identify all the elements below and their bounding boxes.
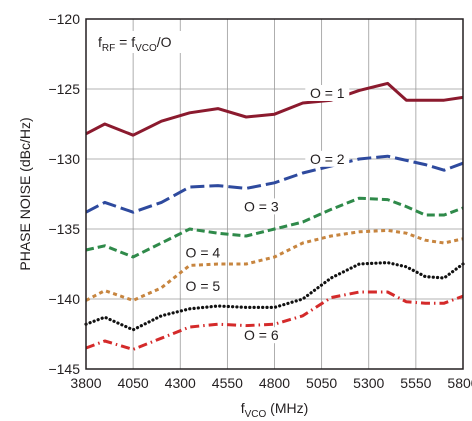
annotation-background [94, 31, 186, 53]
chart-annotation: fRF = fVCO/O [98, 34, 172, 54]
y-tick-label: −140 [48, 291, 80, 307]
x-axis-label: fVCO (MHz) [241, 400, 309, 420]
series-label-bg [305, 85, 350, 101]
y-tick-label: −130 [48, 151, 80, 167]
series-line-1 [85, 81, 464, 137]
x-tick-label: 3800 [70, 375, 101, 391]
plot-frame [85, 18, 464, 370]
series-line-4 [85, 228, 464, 302]
series-line-6 [85, 290, 464, 351]
series-label-bg [180, 278, 225, 295]
x-tick-label: 4550 [212, 375, 243, 391]
series-label-bg [180, 244, 225, 261]
series-label-bg [305, 150, 350, 167]
grid-lines [85, 18, 464, 370]
y-tick-label: −135 [48, 221, 80, 237]
series-label-5: O = 5 [186, 278, 221, 294]
series-label-4: O = 4 [186, 245, 221, 261]
series-label-bg [239, 198, 284, 215]
series-curves [84, 81, 465, 351]
y-tick-label: −120 [48, 11, 80, 27]
series-label-bg [239, 327, 284, 344]
x-tick-label: 5550 [400, 375, 431, 391]
series-line-3 [85, 196, 464, 259]
series-label-6: O = 6 [244, 327, 279, 343]
y-tick-label: −125 [48, 81, 80, 97]
series-label-3: O = 3 [244, 198, 279, 214]
x-tick-label: 5300 [353, 375, 384, 391]
x-tick-label: 4300 [165, 375, 196, 391]
x-tick-label: 4800 [259, 375, 290, 391]
y-axis-label: PHASE NOISE (dBc/Hz) [17, 117, 33, 270]
x-tick-label: 5050 [306, 375, 337, 391]
y-tick-label: −145 [48, 361, 80, 377]
series-line-5 [84, 261, 465, 332]
series-line-2 [85, 154, 464, 214]
x-tick-label: 4050 [118, 375, 149, 391]
x-tick-label: 5800 [447, 375, 472, 391]
series-labels: O = 1 O = 2 O = 3 O = 4 O = 5 O = 6 [180, 85, 350, 344]
series-label-1: O = 1 [310, 85, 345, 101]
series-label-2: O = 2 [310, 151, 345, 167]
